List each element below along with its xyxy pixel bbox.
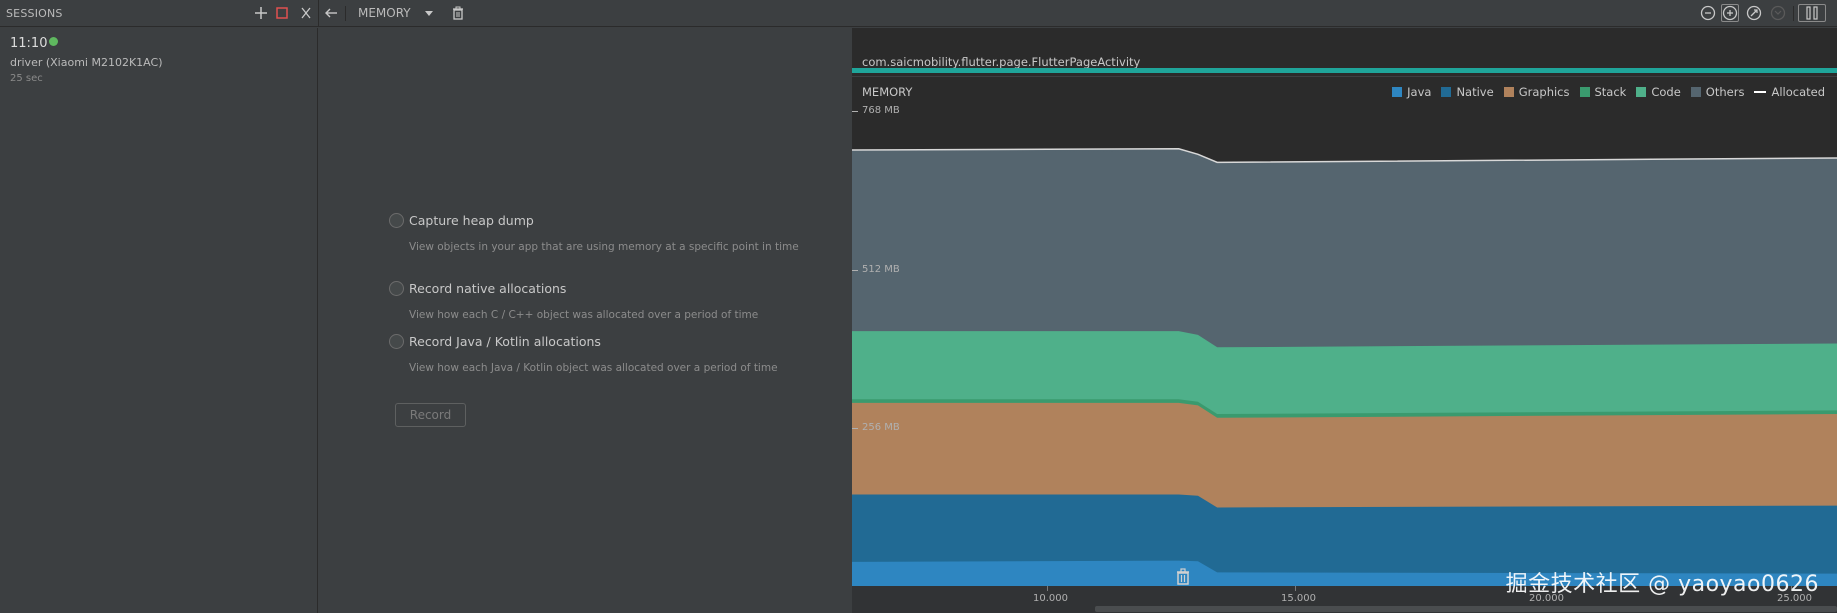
area-stack (852, 399, 1837, 418)
zoom-out-icon[interactable] (1699, 4, 1717, 22)
sessions-title: SESSIONS (6, 7, 63, 20)
timeline-scrollbar[interactable] (1095, 606, 1837, 612)
java-allocations-title[interactable]: Record Java / Kotlin allocations (409, 334, 601, 349)
sessions-panel: 11:10 driver (Xiaomi M2102K1AC) 25 sec (0, 28, 318, 613)
legend-swatch (1754, 91, 1767, 93)
area-graphics (852, 402, 1837, 508)
legend-swatch (1503, 87, 1514, 97)
session-status-icon (49, 37, 58, 46)
x-tick-mark (1047, 586, 1048, 591)
activity-label: com.saicmobility.flutter.page.FlutterPag… (862, 55, 1141, 69)
x-tick-label: 25.000 (1777, 593, 1812, 604)
y-tick-label: 768 MB (862, 105, 900, 116)
legend-swatch (1690, 87, 1701, 97)
x-tick-mark (1791, 586, 1792, 591)
heap-dump-radio[interactable] (389, 213, 404, 228)
activity-bar (852, 68, 1837, 73)
top-toolbar: SESSIONS MEMORY (0, 0, 1837, 27)
memory-area-chart (852, 147, 1837, 586)
edge-others (852, 148, 1837, 165)
recording-options-panel: Capture heap dump View objects in your a… (319, 28, 852, 613)
heap-dump-desc: View objects in your app that are using … (409, 241, 799, 253)
toolbar-divider (345, 6, 346, 21)
legend-swatch (1441, 87, 1452, 97)
y-tick-mark (852, 428, 858, 429)
java-allocations-desc: View how each Java / Kotlin object was a… (409, 362, 778, 374)
native-allocations-title[interactable]: Record native allocations (409, 281, 567, 296)
native-allocations-radio[interactable] (389, 281, 404, 296)
x-tick-label: 20.000 (1529, 593, 1564, 604)
y-tick-mark (852, 111, 858, 112)
legend-swatch (1636, 87, 1647, 97)
y-tick-label: 512 MB (862, 264, 900, 275)
watermark-text: 掘金技术社区 @ yaoyao0626 (1505, 572, 1819, 597)
legend-item-graphics: Graphics (1503, 85, 1570, 99)
y-tick-label: 256 MB (862, 422, 900, 433)
area-others (852, 149, 1837, 348)
legend-swatch (1579, 87, 1590, 97)
toolbar-divider (1793, 6, 1794, 21)
jump-to-live-icon (1769, 4, 1787, 22)
legend-item-native: Native (1441, 85, 1494, 99)
trash-icon[interactable] (449, 4, 467, 22)
chart-legend: Java Native Graphics Stack Code Others A… (1392, 85, 1825, 99)
pause-icon[interactable] (1798, 4, 1826, 22)
chevron-down-icon[interactable] (420, 4, 438, 22)
profiler-selector[interactable]: MEMORY (358, 6, 411, 20)
x-tick-mark (1543, 586, 1544, 591)
x-tick-label: 15.000 (1281, 593, 1316, 604)
collapse-sessions-icon[interactable] (297, 4, 315, 22)
y-tick-mark (852, 270, 858, 271)
back-arrow-icon[interactable] (322, 4, 340, 22)
chart-divider (852, 76, 1837, 77)
legend-item-java: Java (1392, 85, 1431, 99)
legend-item-allocated: Allocated (1754, 85, 1825, 99)
record-button[interactable]: Record (395, 403, 466, 427)
x-tick-mark (1295, 586, 1296, 591)
legend-item-others: Others (1690, 85, 1744, 99)
chart-title: MEMORY (862, 85, 913, 99)
native-allocations-desc: View how each C / C++ object was allocat… (409, 309, 759, 321)
memory-chart-panel: com.saicmobility.flutter.page.FlutterPag… (852, 28, 1837, 613)
session-duration: 25 sec (10, 73, 43, 84)
allocated-line (852, 147, 1837, 164)
legend-item-stack: Stack (1579, 85, 1626, 99)
stop-session-icon[interactable] (273, 4, 291, 22)
reset-zoom-icon[interactable] (1745, 4, 1763, 22)
legend-swatch (1392, 87, 1403, 97)
area-native (852, 494, 1837, 574)
toolbar-divider (318, 0, 319, 27)
add-session-icon[interactable] (252, 4, 270, 22)
area-code (852, 331, 1837, 415)
java-allocations-radio[interactable] (389, 334, 404, 349)
zoom-in-icon[interactable] (1721, 4, 1739, 22)
gc-event-icon[interactable] (1175, 568, 1191, 586)
legend-item-code: Code (1636, 85, 1681, 99)
session-device: driver (Xiaomi M2102K1AC) (10, 56, 163, 69)
session-time: 11:10 (10, 36, 48, 51)
heap-dump-title[interactable]: Capture heap dump (409, 213, 534, 228)
x-tick-label: 10.000 (1033, 593, 1068, 604)
